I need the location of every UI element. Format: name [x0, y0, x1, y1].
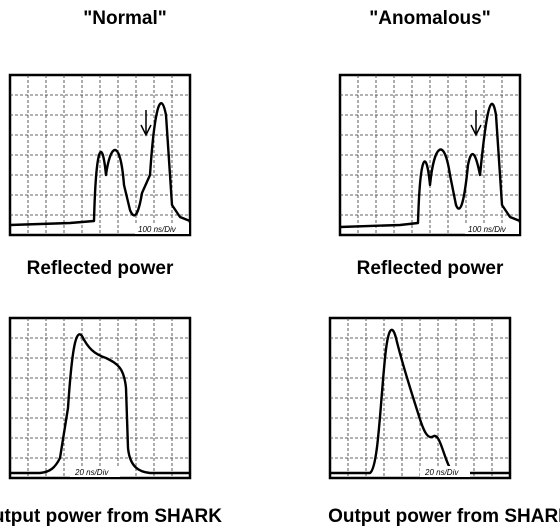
scope-panel: 20 ns/Div: [328, 316, 512, 480]
scale-label: 100 ns/Div: [468, 225, 507, 234]
column-title: "Normal": [83, 8, 166, 29]
scope-panel: 100 ns/Div: [338, 73, 522, 237]
caption: Reflected power: [27, 258, 174, 279]
scale-label: 20 ns/Div: [424, 468, 459, 477]
caption: Reflected power: [357, 258, 504, 279]
scope-panel: 20 ns/Div: [8, 316, 192, 480]
caption: Output power from SHARK: [328, 506, 560, 527]
scope-panel: 100 ns/Div: [8, 73, 192, 237]
column-title: "Anomalous": [369, 8, 490, 29]
scale-label: 20 ns/Div: [74, 468, 109, 477]
caption: Output power from SHARK: [0, 506, 222, 527]
scale-label: 100 ns/Div: [138, 225, 177, 234]
